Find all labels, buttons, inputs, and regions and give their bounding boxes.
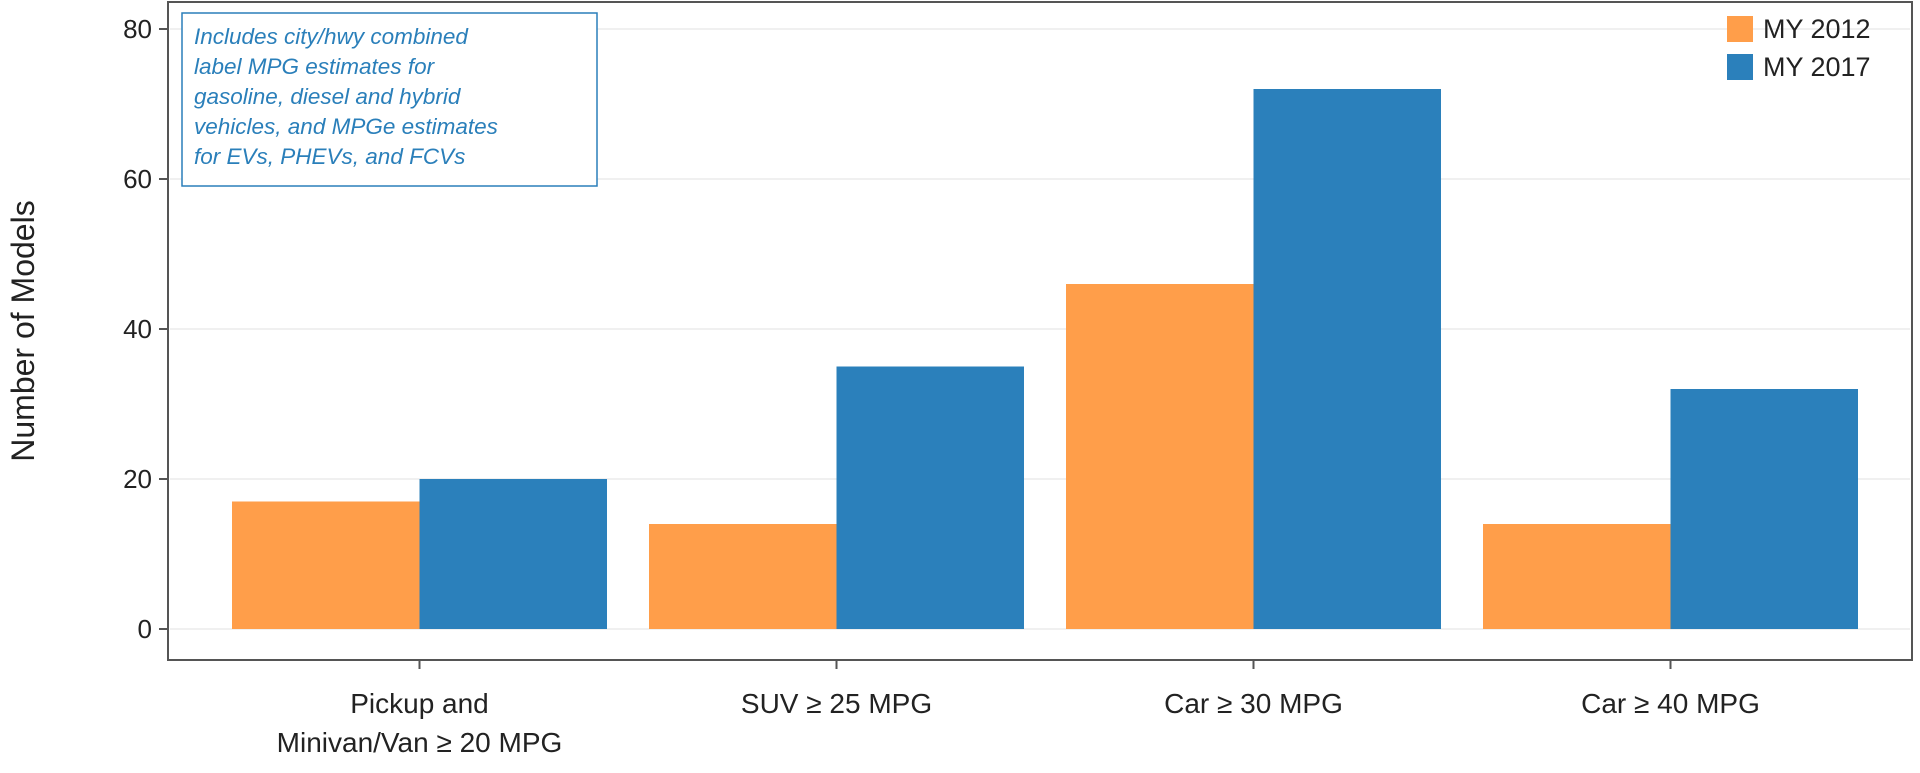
legend-label: MY 2017: [1763, 52, 1871, 82]
bar-my-2012: [649, 524, 837, 629]
annotation-text: Includes city/hwy combined: [194, 24, 469, 49]
legend-swatch-my-2012: [1727, 16, 1753, 42]
annotation-text: gasoline, diesel and hybrid: [194, 84, 462, 109]
annotation-text: for EVs, PHEVs, and FCVs: [194, 144, 465, 169]
y-tick-label: 20: [123, 464, 152, 494]
bar-my-2012: [1483, 524, 1671, 629]
legend-label: MY 2012: [1763, 14, 1871, 44]
x-tick-label: Car ≥ 30 MPG: [1164, 688, 1343, 719]
bar-my-2017: [1670, 389, 1858, 629]
x-tick-label: Car ≥ 40 MPG: [1581, 688, 1760, 719]
legend-swatch-my-2017: [1727, 54, 1753, 80]
plot-frame: [167, 1, 1913, 661]
y-tick-label: 0: [138, 614, 152, 644]
bar-my-2012: [232, 501, 420, 629]
y-tick-label: 60: [123, 164, 152, 194]
x-tick-label: Pickup and: [350, 688, 489, 719]
x-tick-label: SUV ≥ 25 MPG: [741, 688, 932, 719]
bar-my-2017: [419, 479, 607, 629]
x-tick-label: Minivan/Van ≥ 20 MPG: [277, 727, 563, 758]
y-axis-title: Number of Models: [5, 200, 41, 461]
annotation-text: label MPG estimates for: [194, 54, 436, 79]
bar-my-2017: [836, 366, 1024, 629]
bar-my-2017: [1253, 89, 1441, 629]
y-tick-label: 40: [123, 314, 152, 344]
bar-my-2012: [1066, 284, 1254, 629]
y-tick-label: 80: [123, 14, 152, 44]
annotation-box: [181, 12, 598, 187]
annotation-text: vehicles, and MPGe estimates: [194, 114, 498, 139]
